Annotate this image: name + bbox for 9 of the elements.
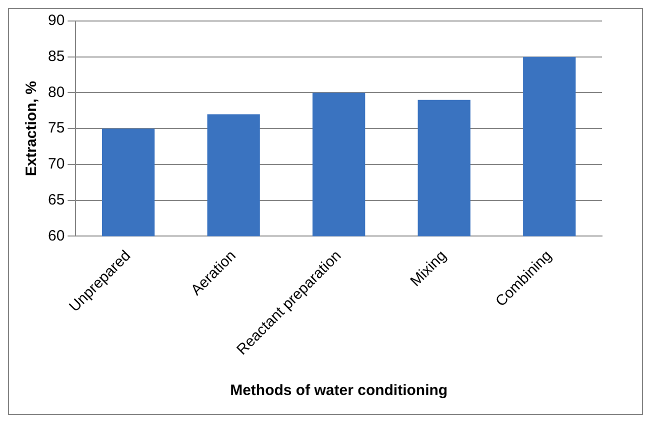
y-tick-label: 60 [48,227,65,244]
y-tick-label: 65 [48,191,65,208]
y-axis-title: Extraction, % [23,81,40,176]
y-tick-label: 80 [48,84,65,101]
y-tick-label: 70 [48,156,65,173]
y-tick-label: 85 [48,48,65,66]
y-tick-label: 90 [48,12,65,30]
y-tick-label: 75 [48,120,65,137]
x-axis-title: Methods of water conditioning [230,382,448,400]
